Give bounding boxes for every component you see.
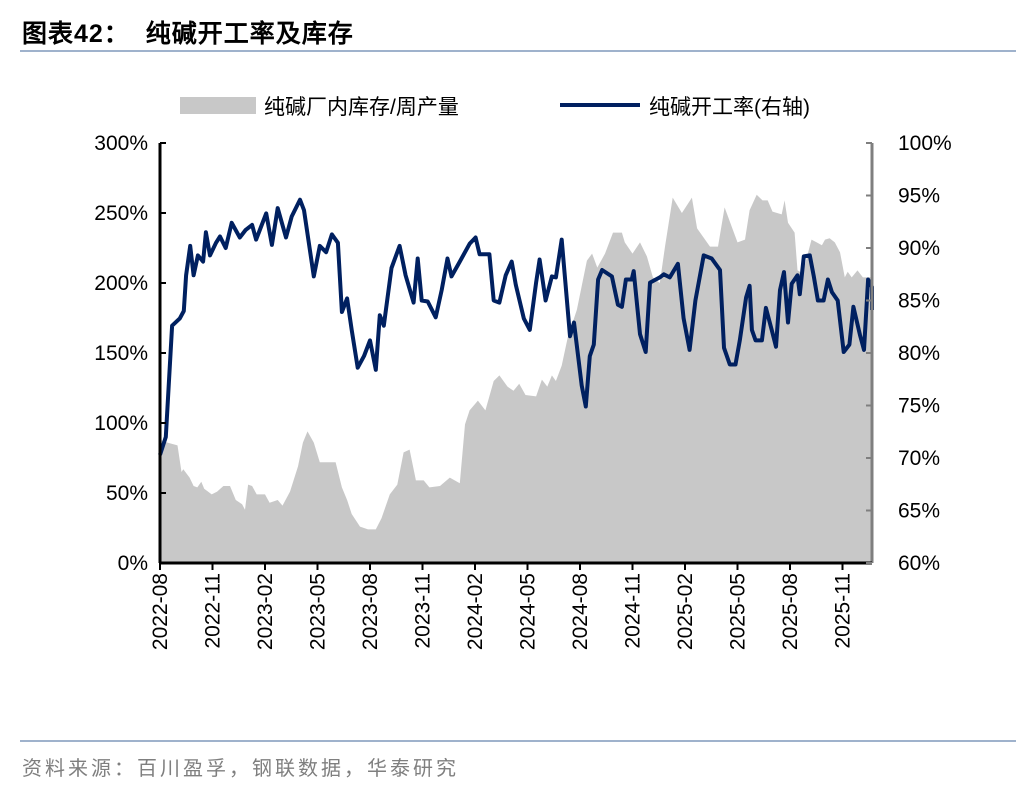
left-tick-label: 50%	[106, 482, 148, 505]
x-tick-label: 2023-11	[412, 573, 435, 649]
x-tick-label: 2024-02	[464, 573, 487, 650]
left-tick-label: 300%	[94, 132, 148, 155]
right-tick-label: 60%	[898, 552, 940, 575]
legend: 纯碱厂内库存/周产量 纯碱开工率(右轴)	[180, 96, 810, 119]
x-tick-label: 2025-11	[832, 573, 855, 649]
left-tick-label: 100%	[94, 412, 148, 435]
legend-swatch-inventory	[180, 97, 256, 114]
x-tick-label: 2024-08	[569, 573, 592, 650]
right-tick-label: 65%	[898, 500, 940, 523]
legend-label-rate: 纯碱开工率(右轴)	[649, 96, 810, 119]
x-tick-label: 2025-08	[779, 573, 802, 650]
x-tick-label: 2022-08	[149, 573, 172, 650]
source-note: 资料来源：百川盈孚，钢联数据，华泰研究	[22, 758, 459, 780]
footer-divider	[20, 740, 1016, 742]
x-tick-label: 2024-05	[517, 573, 540, 650]
legend-label-inventory: 纯碱厂内库存/周产量	[264, 96, 459, 119]
inventory-area	[160, 194, 872, 564]
right-tick-label: 90%	[898, 237, 940, 260]
right-tick-label: 75%	[898, 395, 940, 418]
x-tick-label: 2023-08	[359, 573, 382, 650]
title-divider	[20, 50, 1016, 52]
left-tick-label: 0%	[118, 552, 148, 575]
right-tick-label: 80%	[898, 342, 940, 365]
x-tick-label: 2023-05	[307, 573, 330, 650]
left-tick-label: 250%	[94, 202, 148, 225]
left-tick-label: 200%	[94, 272, 148, 295]
left-tick-label: 150%	[94, 342, 148, 365]
chart-title: 图表42： 纯碱开工率及库存	[22, 20, 354, 48]
x-tick-label: 2025-02	[674, 573, 697, 650]
x-tick-label: 2024-11	[622, 573, 645, 649]
x-tick-label: 2022-11	[202, 573, 225, 649]
rate-line	[158, 197, 874, 456]
x-tick-label: 2025-05	[727, 573, 750, 650]
right-tick-label: 70%	[898, 447, 940, 470]
right-tick-label: 95%	[898, 185, 940, 208]
right-tick-label: 100%	[898, 132, 952, 155]
x-tick-label: 2023-02	[254, 573, 277, 650]
right-tick-label: 85%	[898, 290, 940, 313]
